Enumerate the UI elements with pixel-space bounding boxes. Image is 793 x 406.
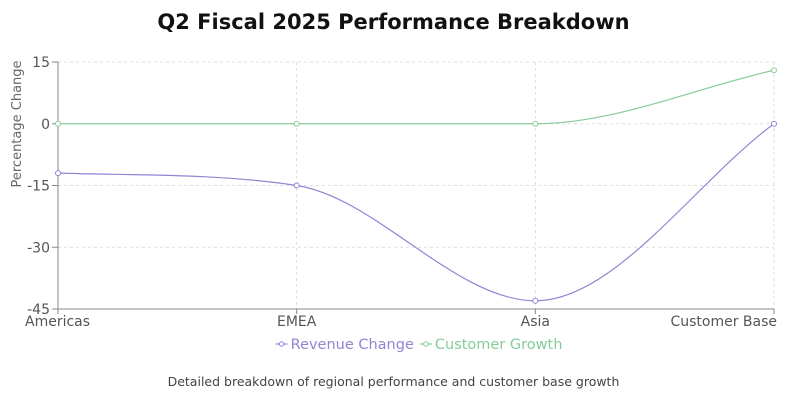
data-point xyxy=(771,67,777,74)
y-tick-label: 0 xyxy=(41,117,50,133)
y-tick-label: -15 xyxy=(27,179,50,195)
grid xyxy=(57,61,775,310)
data-point xyxy=(532,297,539,304)
legend-swatch-marker xyxy=(423,341,429,347)
data-point xyxy=(293,120,300,127)
legend-item[interactable]: Revenue Change xyxy=(275,337,414,353)
legend: Revenue Change Customer Growth xyxy=(275,337,563,353)
series-line-customer-growth xyxy=(58,69,775,125)
legend-item[interactable]: Customer Growth xyxy=(419,337,563,353)
data-point xyxy=(293,182,300,189)
series-line-revenue-change xyxy=(57,123,775,302)
x-tick-label: Customer Base xyxy=(670,314,777,330)
x-tick-label: EMEA xyxy=(277,314,317,330)
data-point xyxy=(532,120,539,127)
legend-swatch-marker xyxy=(278,341,285,347)
chart-caption: Detailed breakdown of regional performan… xyxy=(167,374,620,389)
data-point xyxy=(55,120,61,127)
y-axis-label: Percentage Change xyxy=(10,60,25,187)
legend-label: Customer Growth xyxy=(435,337,563,353)
x-tick-label: Americas xyxy=(25,314,90,330)
chart-title: Q2 Fiscal 2025 Performance Breakdown xyxy=(157,10,630,34)
legend-label: Revenue Change xyxy=(291,337,414,353)
series xyxy=(55,67,777,304)
x-tick-label: Asia xyxy=(521,314,550,330)
y-tick-label: 15 xyxy=(32,55,50,71)
y-tick-label: -45 xyxy=(27,302,50,318)
y-tick-label: -30 xyxy=(27,240,50,256)
data-point xyxy=(55,170,61,177)
data-point xyxy=(771,120,777,127)
